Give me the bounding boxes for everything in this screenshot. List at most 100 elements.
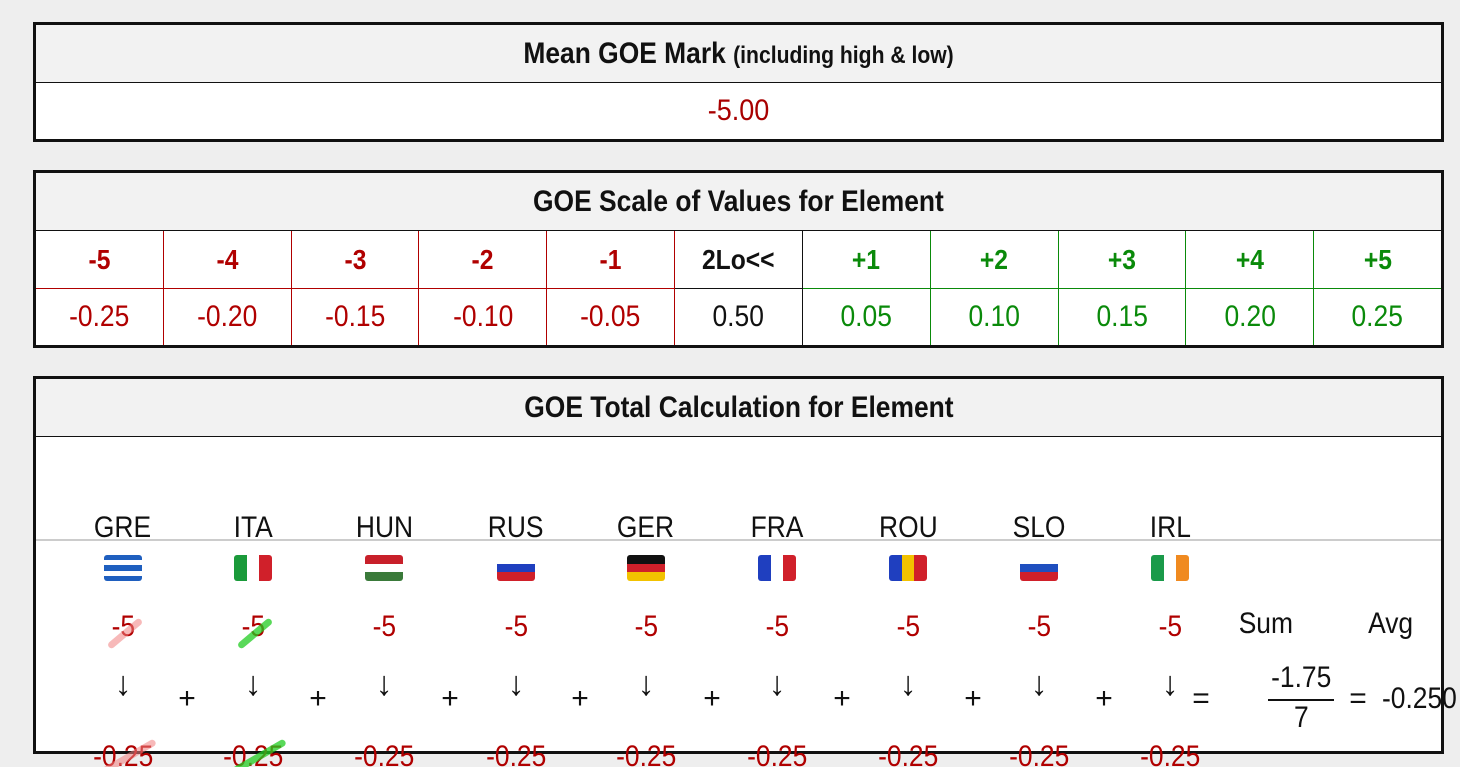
scale-column: 2Lo<< 0.50 (674, 231, 803, 345)
goe-scale-header: GOE Scale of Values for Element (36, 173, 1441, 231)
avg-value: -0.250 (1382, 682, 1457, 715)
judge-mark: -5 (896, 610, 920, 643)
scale-column: +5 0.25 (1313, 231, 1441, 345)
scale-column: -2 -0.10 (418, 231, 547, 345)
judge-country-code: ITA (233, 511, 273, 544)
judge-mark: -5 (504, 610, 528, 643)
mean-goe-title-text: Mean GOE Mark (523, 36, 726, 70)
scale-value: 0.25 (1314, 288, 1441, 345)
mean-goe-header: Mean GOE Mark (including high & low) (36, 25, 1441, 83)
country-flag-icon (497, 555, 535, 581)
goe-scale-grid: -5 -0.25 -4 -0.20 -3 -0.15 -2 -0.10 -1 -0.05 2Lo<<… (36, 231, 1441, 345)
scale-value: 0.50 (675, 288, 802, 345)
mean-goe-value: -5.00 (707, 94, 770, 127)
judge-value: -0.25 (198, 738, 308, 767)
down-arrow-icon: ↓ (899, 665, 917, 703)
judge-country-code: SLO (1012, 511, 1066, 544)
divisor-value: 7 (1293, 701, 1309, 734)
goe-calc-panel: GOE Total Calculation for Element GRE -5 ↓… (33, 376, 1457, 767)
scale-value: -0.05 (547, 288, 675, 345)
down-arrow-icon: ↓ (507, 665, 525, 703)
scale-column: +1 0.05 (802, 231, 930, 345)
judge-country-code: FRA (750, 511, 804, 544)
scale-grade: +4 (1235, 243, 1264, 275)
down-arrow-icon: ↓ (114, 665, 132, 703)
plus-sign: + (441, 682, 459, 715)
scale-grade: +5 (1363, 243, 1392, 275)
scale-grade: +1 (852, 243, 881, 275)
country-flag-icon (1020, 555, 1058, 581)
judge-country-code: ROU (878, 511, 938, 544)
judge-value: -0.25 (1008, 740, 1070, 767)
plus-sign: + (571, 682, 589, 715)
scale-column: +3 0.15 (1057, 231, 1186, 345)
scale-value: -0.15 (291, 288, 419, 345)
scale-value: 0.15 (1058, 288, 1186, 345)
scale-grade: -5 (88, 243, 111, 275)
down-arrow-icon: ↓ (637, 665, 655, 703)
sum-label: Sum (1238, 607, 1294, 640)
judge-mark: -5 (634, 610, 658, 643)
judge-value: -0.25 (746, 740, 808, 767)
judge-mark: -5 (372, 610, 396, 643)
judge-mark: -5 (765, 610, 789, 643)
judge-country-code: IRL (1149, 511, 1191, 544)
goe-calc-header: GOE Total Calculation for Element (36, 379, 1441, 437)
sum-fraction: -1.75 7 (1266, 661, 1336, 735)
judge-mark: -5 (1027, 610, 1051, 643)
country-flag-icon (758, 555, 796, 581)
goe-scale-panel: GOE Scale of Values for Element -5 -0.25-… (33, 170, 1444, 348)
scale-value: 0.10 (930, 288, 1058, 345)
judge-value: -0.25 (68, 738, 178, 767)
scale-column: -5 -0.25 (36, 231, 163, 345)
country-flag-icon (889, 555, 927, 581)
country-flag-icon (104, 555, 142, 581)
plus-sign: + (309, 682, 327, 715)
judge-country-code: GER (617, 511, 675, 544)
judges-divider (36, 539, 1441, 541)
equals-sign-2: = (1349, 682, 1367, 715)
scale-value: -0.25 (36, 288, 163, 345)
judge-mark: -5 (1158, 610, 1182, 643)
down-arrow-icon: ↓ (768, 665, 786, 703)
plus-sign: + (964, 682, 982, 715)
goe-scale-title: GOE Scale of Values for Element (533, 184, 944, 218)
country-flag-icon (365, 555, 403, 581)
scale-grade: +3 (1107, 243, 1136, 275)
judge-value: -0.25 (485, 740, 547, 767)
down-arrow-icon: ↓ (1161, 665, 1179, 703)
scale-column: +4 0.20 (1185, 231, 1314, 345)
scale-grade: 2Lo<< (702, 243, 775, 275)
down-arrow-icon: ↓ (244, 665, 262, 703)
judge-value: -0.25 (353, 740, 415, 767)
judge-mark: -5 (198, 610, 308, 650)
mean-goe-panel: Mean GOE Mark (including high & low) -5.… (33, 22, 1444, 142)
scale-column: +2 0.10 (929, 231, 1058, 345)
sum-value: -1.75 (1270, 661, 1332, 694)
scale-column: -4 -0.20 (162, 231, 291, 345)
scale-value: 0.20 (1186, 288, 1314, 345)
country-flag-icon (234, 555, 272, 581)
plus-sign: + (833, 682, 851, 715)
country-flag-icon (1151, 555, 1189, 581)
down-arrow-icon: ↓ (1030, 665, 1048, 703)
mean-goe-title: Mean GOE Mark (including high & low) (523, 37, 953, 71)
plus-sign: + (1095, 682, 1113, 715)
scale-column: -1 -0.05 (546, 231, 675, 345)
plus-sign: + (703, 682, 721, 715)
down-arrow-icon: ↓ (375, 665, 393, 703)
mean-goe-subtitle: (including high & low) (733, 41, 954, 69)
scale-grade: -2 (471, 243, 494, 275)
plus-sign: + (178, 682, 196, 715)
scale-column: -3 -0.15 (290, 231, 419, 345)
judge-country-code: GRE (94, 511, 152, 544)
scale-grade: -3 (344, 243, 366, 275)
scale-value: -0.20 (163, 288, 291, 345)
judge-country-code: RUS (488, 511, 544, 544)
fraction-bar (1268, 699, 1334, 701)
goe-calc-title: GOE Total Calculation for Element (523, 390, 954, 424)
scale-value: -0.10 (419, 288, 547, 345)
equals-sign-1: = (1192, 682, 1210, 715)
judge-value: -0.25 (615, 740, 677, 767)
judge-value: -0.25 (1139, 740, 1201, 767)
